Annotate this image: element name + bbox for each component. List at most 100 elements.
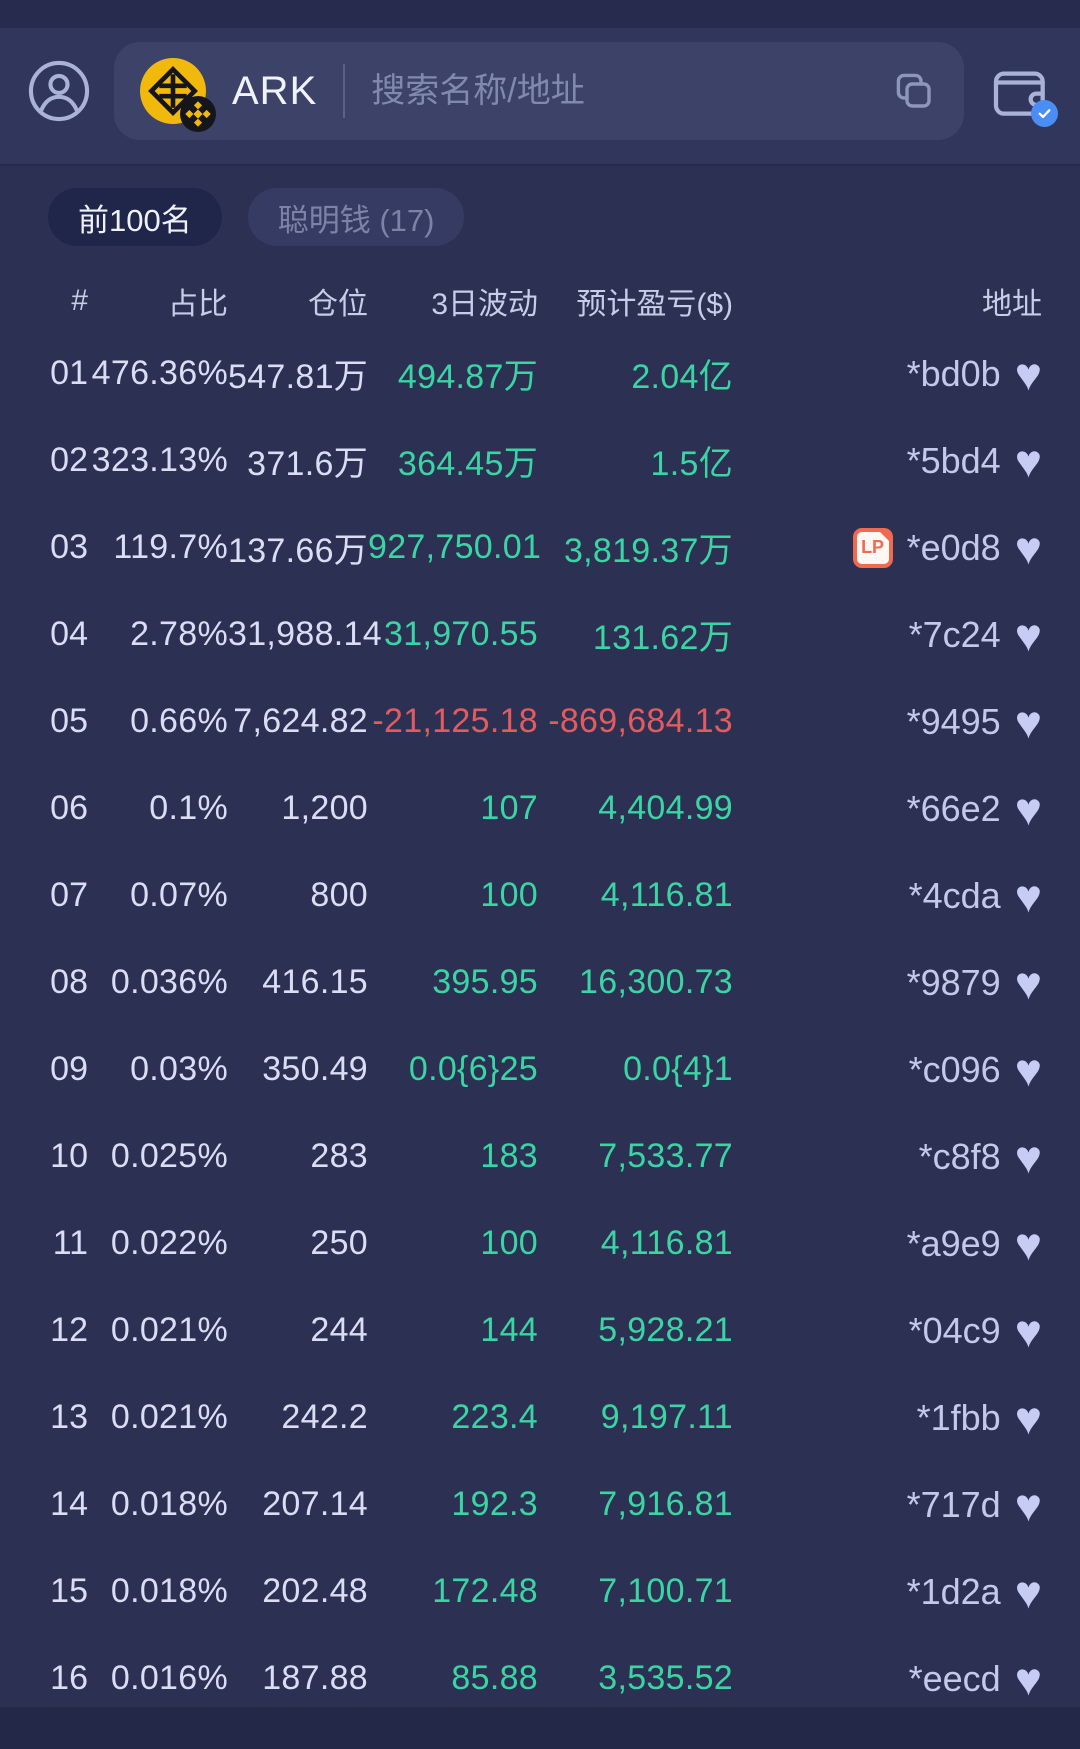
filter-chip-smart-money[interactable]: 聪明钱 (17): [247, 188, 465, 246]
wallet-button[interactable]: [986, 57, 1058, 127]
table-row[interactable]: 01 476.36% 547.81万 494.87万 2.04亿 *bd0b ♥: [0, 330, 1080, 417]
table-row[interactable]: 09 0.03% 350.49 0.0{6}25 0.0{4}1 *c096 ♥: [0, 1026, 1080, 1113]
address-link[interactable]: *5bd4: [906, 439, 1001, 481]
favorite-heart-icon[interactable]: ♥: [1014, 1217, 1042, 1270]
user-avatar-icon: [28, 60, 90, 122]
share-cell: 323.13%: [91, 441, 228, 479]
favorite-heart-icon[interactable]: ♥: [1014, 1304, 1042, 1357]
address-link[interactable]: *bd0b: [906, 352, 1001, 394]
table-row[interactable]: 16 0.016% 187.88 85.88 3,535.52 *eecd ♥: [0, 1635, 1080, 1722]
search-bar: ARK: [114, 42, 964, 140]
address-link[interactable]: *66e2: [906, 787, 1001, 829]
table-row[interactable]: 07 0.07% 800 100 4,116.81 *4cda ♥: [0, 852, 1080, 939]
copy-address-button[interactable]: [890, 67, 938, 115]
address-link[interactable]: *717d: [906, 1483, 1001, 1525]
rank-cell: 15: [50, 1572, 88, 1610]
address-cell: *7c24 ♥: [733, 612, 1042, 658]
pnl-cell: 3,819.37万: [563, 532, 733, 570]
table-row[interactable]: 14 0.018% 207.14 192.3 7,916.81 *717d ♥: [0, 1461, 1080, 1548]
favorite-heart-icon[interactable]: ♥: [1014, 695, 1042, 748]
change3d-cell: 192.3: [451, 1485, 538, 1523]
table-row[interactable]: 02 323.13% 371.6万 364.45万 1.5亿 *5bd4 ♥: [0, 417, 1080, 504]
favorite-heart-icon[interactable]: ♥: [1014, 956, 1042, 1009]
address-link[interactable]: *a9e9: [906, 1222, 1001, 1264]
table-row[interactable]: 05 0.66% 7,624.82 -21,125.18 -869,684.13 *949…: [0, 678, 1080, 765]
favorite-heart-icon[interactable]: ♥: [1014, 434, 1042, 487]
search-divider: [343, 64, 346, 118]
address-cell: *eecd ♥: [733, 1656, 1042, 1702]
favorite-heart-icon[interactable]: ♥: [1014, 782, 1042, 835]
favorite-heart-icon[interactable]: ♥: [1014, 869, 1042, 922]
table-row[interactable]: 15 0.018% 202.48 172.48 7,100.71 *1d2a ♥: [0, 1548, 1080, 1635]
address-cell: *9879 ♥: [733, 960, 1042, 1006]
favorite-heart-icon[interactable]: ♥: [1014, 608, 1042, 661]
address-link[interactable]: *1fbb: [916, 1396, 1001, 1438]
pnl-cell: 1.5亿: [650, 445, 733, 483]
address-cell: *717d ♥: [733, 1482, 1042, 1528]
change3d-cell: 395.95: [432, 963, 538, 1001]
address-link[interactable]: *7c24: [908, 613, 1001, 655]
favorite-heart-icon[interactable]: ♥: [1014, 1652, 1042, 1705]
share-cell: 0.1%: [149, 789, 228, 827]
bottom-gesture-bar: [0, 1707, 1080, 1749]
address-link[interactable]: *9495: [906, 700, 1001, 742]
change3d-cell: 0.0{6}25: [408, 1050, 538, 1088]
pnl-cell: 4,116.81: [600, 1224, 733, 1262]
position-cell: 7,624.82: [233, 702, 368, 740]
favorite-heart-icon[interactable]: ♥: [1014, 521, 1042, 574]
pnl-cell: 4,116.81: [600, 876, 733, 914]
address-link[interactable]: *c096: [908, 1048, 1001, 1090]
address-link[interactable]: *04c9: [908, 1309, 1001, 1351]
pnl-cell: 131.62万: [592, 619, 733, 657]
position-cell: 202.48: [262, 1572, 368, 1610]
rank-cell: 12: [50, 1311, 88, 1349]
favorite-heart-icon[interactable]: ♥: [1014, 347, 1042, 400]
top-header: ARK: [0, 28, 1080, 166]
favorite-heart-icon[interactable]: ♥: [1014, 1478, 1042, 1531]
filter-chip-top100[interactable]: 前100名: [48, 188, 222, 246]
position-cell: 31,988.14: [228, 615, 382, 653]
share-cell: 0.021%: [110, 1311, 228, 1349]
pnl-cell: 7,916.81: [598, 1485, 733, 1523]
search-input[interactable]: [371, 71, 890, 111]
pnl-cell: 5,928.21: [598, 1311, 733, 1349]
position-cell: 187.88: [262, 1659, 368, 1697]
favorite-heart-icon[interactable]: ♥: [1014, 1565, 1042, 1618]
pnl-cell: -869,684.13: [548, 702, 733, 740]
favorite-heart-icon[interactable]: ♥: [1014, 1391, 1042, 1444]
column-header-rank: #: [71, 284, 88, 317]
rank-cell: 11: [52, 1224, 88, 1262]
address-link[interactable]: *4cda: [908, 874, 1001, 916]
address-link[interactable]: *9879: [906, 961, 1001, 1003]
address-cell: *4cda ♥: [733, 873, 1042, 919]
address-link[interactable]: *c8f8: [918, 1135, 1001, 1177]
favorite-heart-icon[interactable]: ♥: [1014, 1043, 1042, 1096]
favorite-heart-icon[interactable]: ♥: [1014, 1130, 1042, 1183]
token-selector[interactable]: [140, 58, 216, 132]
table-row[interactable]: 04 2.78% 31,988.14 31,970.55 131.62万 *7c24 ♥: [0, 591, 1080, 678]
table-row[interactable]: 11 0.022% 250 100 4,116.81 *a9e9 ♥: [0, 1200, 1080, 1287]
position-cell: 371.6万: [247, 445, 368, 483]
address-cell: *04c9 ♥: [733, 1308, 1042, 1354]
address-cell: *a9e9 ♥: [733, 1221, 1042, 1267]
address-link[interactable]: *e0d8: [906, 526, 1001, 568]
table-row[interactable]: 06 0.1% 1,200 107 4,404.99 *66e2 ♥: [0, 765, 1080, 852]
table-row[interactable]: 10 0.025% 283 183 7,533.77 *c8f8 ♥: [0, 1113, 1080, 1200]
table-row[interactable]: 13 0.021% 242.2 223.4 9,197.11 *1fbb ♥: [0, 1374, 1080, 1461]
address-cell: LP *e0d8 ♥: [733, 525, 1042, 571]
table-row[interactable]: 12 0.021% 244 144 5,928.21 *04c9 ♥: [0, 1287, 1080, 1374]
address-link[interactable]: *1d2a: [906, 1570, 1001, 1612]
share-cell: 0.03%: [130, 1050, 228, 1088]
pnl-cell: 7,533.77: [598, 1137, 733, 1175]
share-cell: 0.018%: [110, 1485, 228, 1523]
profile-avatar-button[interactable]: [26, 58, 92, 124]
address-cell: *66e2 ♥: [733, 786, 1042, 832]
table-row[interactable]: 03 119.7% 137.66万 927,750.01 3,819.37万 LP *e0d…: [0, 504, 1080, 591]
copy-icon: [896, 73, 931, 108]
address-link[interactable]: *eecd: [908, 1657, 1001, 1699]
table-row[interactable]: 08 0.036% 416.15 395.95 16,300.73 *9879 ♥: [0, 939, 1080, 1026]
change3d-cell: 107: [480, 789, 538, 827]
change3d-cell: 183: [480, 1137, 538, 1175]
pnl-cell: 16,300.73: [579, 963, 733, 1001]
share-cell: 0.025%: [110, 1137, 228, 1175]
